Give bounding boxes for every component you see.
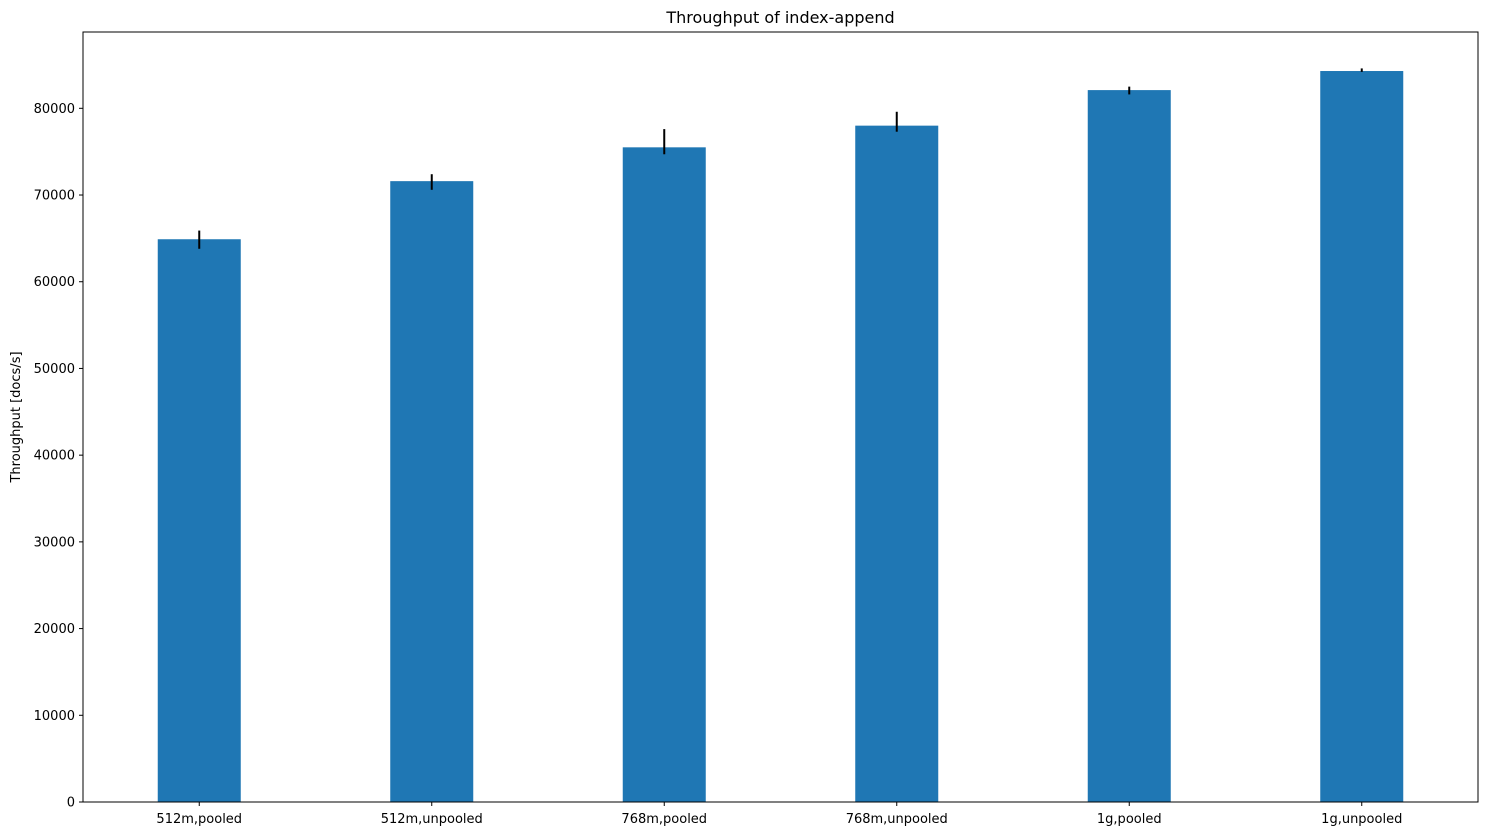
bar [1320,71,1404,803]
x-axis-ticks: 512m,pooled 512m,unpooled 768m,pooled 768m,… [156,802,1402,827]
x-tick-label: 1g,pooled [1097,812,1162,827]
bar [855,125,939,802]
bar [1087,90,1171,802]
bar [390,181,474,802]
y-tick-label: 70000 [34,189,75,204]
y-tick-label: 50000 [34,362,75,377]
chart-title: Throughput of index-append [665,8,894,27]
y-axis-ticks: 0 10000 20000 30000 40000 50000 60000 70000 8000… [34,102,83,811]
bars-layer [157,71,1404,803]
y-tick-label: 60000 [34,275,75,290]
bar [622,147,706,802]
error-bars-layer [198,68,1363,249]
x-tick-label: 768m,unpooled [846,812,948,827]
x-tick-label: 512m,pooled [156,812,242,827]
y-tick-label: 30000 [34,535,75,550]
x-tick-label: 512m,unpooled [381,812,483,827]
y-axis-label: Throughput [docs/s] [9,351,24,483]
plot-frame [82,31,1479,803]
y-tick-label: 80000 [34,102,75,117]
y-tick-label: 20000 [34,622,75,637]
y-tick-label: 10000 [34,709,75,724]
x-tick-label: 1g,unpooled [1321,812,1402,827]
y-tick-label: 40000 [34,449,75,464]
y-tick-label: 0 [67,796,75,811]
x-tick-label: 768m,pooled [621,812,707,827]
bar [157,239,241,803]
